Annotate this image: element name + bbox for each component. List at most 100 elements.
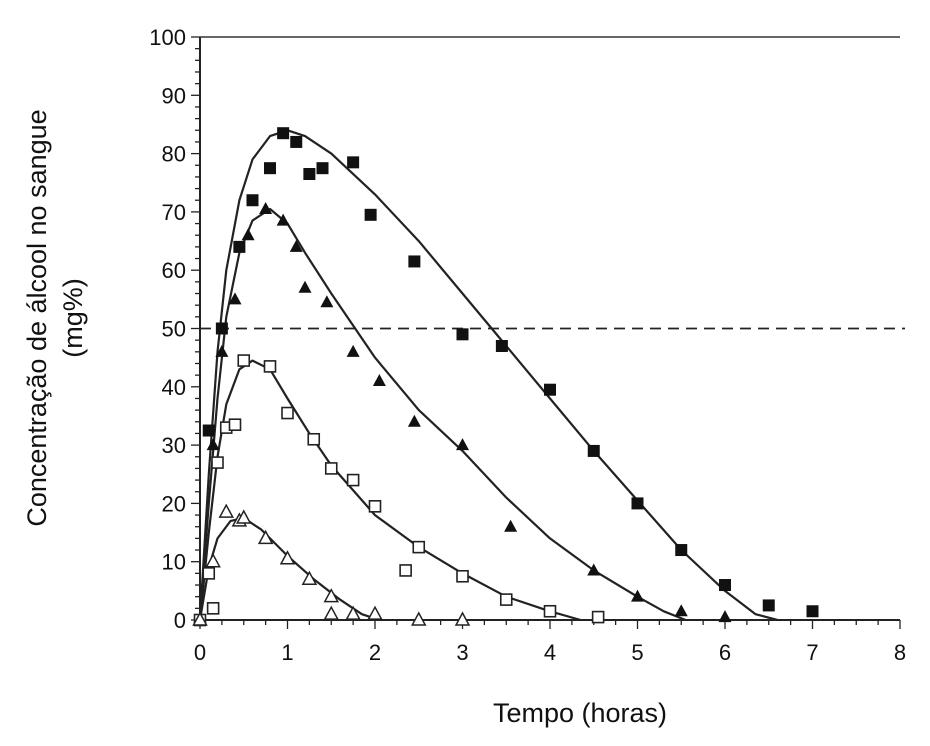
data-point-open-triangle — [345, 605, 361, 620]
data-point-filled-square — [456, 328, 469, 341]
data-point-open-triangle — [323, 588, 340, 603]
data-point-filled-square — [233, 240, 246, 253]
data-point-filled-square — [290, 135, 303, 148]
data-point-filled-square — [762, 599, 775, 612]
data-point-open-square — [456, 569, 469, 583]
y-tick-label: 30 — [162, 433, 186, 458]
x-tick-label: 7 — [806, 640, 818, 665]
data-point-filled-triangle — [298, 280, 312, 293]
data-point-filled-square — [408, 255, 421, 268]
x-tick-label: 4 — [544, 640, 556, 665]
data-point-filled-triangle — [372, 373, 386, 386]
data-points — [192, 127, 819, 627]
data-point-open-square — [543, 604, 557, 618]
x-tick-label: 3 — [456, 640, 468, 665]
y-tick-label: 10 — [162, 550, 186, 575]
x-tick-label: 8 — [894, 640, 906, 665]
data-point-open-square — [206, 602, 220, 615]
data-point-open-square — [281, 406, 294, 420]
data-point-open-square — [211, 456, 224, 469]
data-point-open-triangle — [257, 529, 274, 545]
data-point-filled-square — [364, 208, 377, 221]
data-point-open-triangle — [205, 553, 221, 568]
y-tick-label: 20 — [162, 491, 186, 516]
data-point-filled-triangle — [674, 604, 688, 617]
axes — [191, 36, 901, 629]
data-point-open-square — [263, 360, 277, 373]
data-point-filled-triangle — [631, 589, 644, 602]
y-tick-label: 100 — [149, 25, 186, 50]
x-tick-label: 6 — [719, 640, 731, 665]
data-point-open-triangle — [192, 611, 208, 626]
data-point-filled-square — [303, 168, 316, 181]
y-tick-label: 60 — [162, 258, 186, 283]
data-point-filled-square — [587, 444, 600, 457]
data-point-filled-square — [246, 194, 259, 207]
data-point-filled-triangle — [587, 563, 601, 576]
data-point-open-square — [202, 567, 216, 580]
data-point-filled-triangle — [320, 295, 334, 308]
data-point-filled-triangle — [215, 344, 229, 357]
y-axis-title-line2: (mg%) — [58, 278, 88, 358]
data-point-filled-square — [544, 383, 556, 396]
fitted-curve-open-triangle — [198, 516, 380, 622]
data-point-filled-triangle — [407, 414, 421, 427]
y-axis-title-line1: Concentração de álcool no sangue — [22, 109, 52, 526]
tick-labels: 0 10 20 30 40 50 60 70 80 90 100 0 1 2 3 4 5 6 7 8 — [149, 25, 906, 665]
x-tick-label: 2 — [369, 640, 381, 665]
data-point-open-triangle — [301, 570, 318, 585]
data-point-open-square — [412, 540, 426, 554]
data-point-open-triangle — [410, 611, 427, 626]
data-point-filled-triangle — [718, 610, 732, 623]
data-point-filled-square — [316, 162, 329, 175]
data-point-filled-square — [347, 156, 360, 169]
data-point-filled-triangle — [276, 213, 290, 226]
data-point-open-square — [324, 462, 338, 475]
data-point-open-square — [591, 610, 605, 624]
data-point-open-triangle — [218, 503, 235, 518]
data-point-filled-square — [264, 162, 276, 175]
data-point-open-triangle — [323, 605, 340, 620]
data-point-filled-square — [675, 544, 688, 557]
data-point-filled-square — [215, 322, 228, 335]
data-point-filled-triangle — [346, 344, 360, 357]
data-point-filled-square — [495, 339, 508, 352]
data-point-filled-triangle — [504, 519, 518, 532]
y-tick-label: 70 — [162, 200, 186, 225]
x-tick-label: 0 — [194, 640, 206, 665]
data-point-open-square — [368, 500, 382, 513]
data-point-filled-square — [631, 497, 644, 510]
data-point-filled-triangle — [456, 438, 469, 451]
data-point-open-square — [228, 418, 242, 431]
data-point-filled-square — [277, 127, 290, 140]
data-point-filled-triangle — [289, 239, 303, 252]
y-tick-label: 0 — [174, 608, 186, 633]
data-point-open-square — [237, 354, 251, 367]
x-axis-title: Tempo (horas) — [493, 698, 667, 728]
fitted-curve-filled-square — [198, 129, 778, 622]
data-point-open-square — [307, 432, 321, 446]
data-point-filled-triangle — [241, 228, 255, 241]
data-point-filled-triangle — [259, 201, 273, 214]
data-point-filled-triangle — [206, 438, 220, 451]
data-point-open-square — [499, 593, 513, 606]
x-tick-label: 1 — [281, 640, 293, 665]
data-point-open-triangle — [235, 509, 252, 524]
y-tick-label: 50 — [162, 317, 186, 342]
data-point-filled-triangle — [228, 292, 242, 305]
data-point-open-triangle — [454, 611, 471, 626]
data-point-open-triangle — [279, 550, 296, 565]
data-point-open-square — [346, 473, 360, 487]
x-tick-label: 5 — [631, 640, 643, 665]
data-point-filled-square — [806, 605, 819, 618]
fitted-curve-open-square — [198, 359, 581, 622]
data-point-open-triangle — [367, 605, 383, 620]
data-point-filled-square — [719, 579, 731, 592]
y-tick-label: 90 — [162, 83, 186, 108]
data-point-open-square — [399, 564, 412, 577]
y-tick-label: 80 — [162, 142, 186, 167]
data-point-filled-square — [202, 424, 215, 437]
y-tick-label: 40 — [162, 375, 186, 400]
fitted-curves — [198, 129, 778, 622]
